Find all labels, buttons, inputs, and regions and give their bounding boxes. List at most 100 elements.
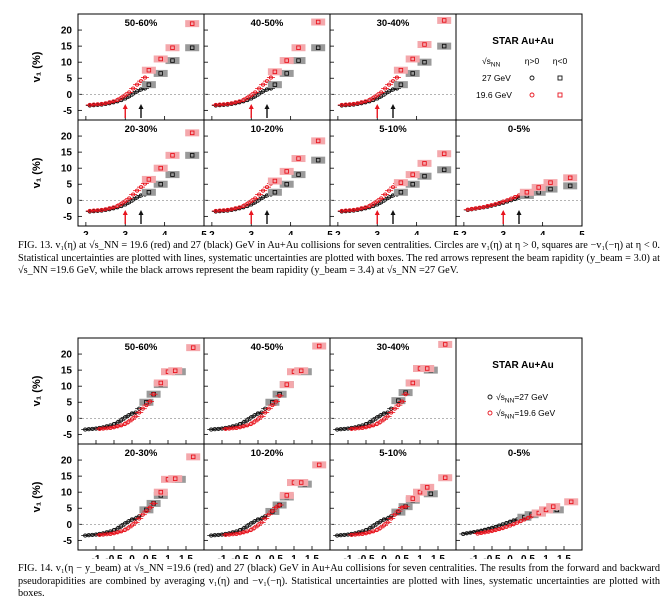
data-point-19gev: [375, 199, 380, 204]
data-point-19gev: [133, 520, 138, 525]
beam-rapidity-arrow-27gev-head: [390, 104, 396, 109]
data-point-19gev: [469, 206, 474, 212]
x-tick-label: 0: [381, 554, 387, 559]
x-tick-label: 2: [209, 230, 215, 235]
x-tick-label: 3: [374, 230, 380, 235]
data-point-19gev: [190, 345, 196, 350]
y-tick-label: -5: [63, 212, 72, 223]
data-point-19gev: [233, 206, 238, 211]
data-point-27gev-neg-sysbox: [405, 69, 420, 77]
data-point-19gev: [111, 425, 117, 430]
x-tick-label: -1: [92, 554, 101, 559]
data-point-19gev-neg: [296, 156, 301, 161]
data-point-27gev: [138, 87, 144, 92]
data-point-19gev: [140, 512, 145, 517]
data-point-19gev: [140, 406, 145, 411]
beam-rapidity-arrow-27gev-head: [390, 210, 396, 215]
x-tick-label: 0: [255, 554, 261, 559]
data-point-19gev: [385, 520, 390, 525]
beam-rapidity-arrow-27gev-head: [264, 104, 270, 109]
data-point-19gev: [172, 368, 178, 374]
data-point-19gev-neg: [284, 169, 289, 174]
data-point-19gev: [119, 95, 124, 100]
centrality-label: 30-40%: [377, 342, 410, 353]
data-point-27gev-neg: [189, 153, 195, 158]
x-tick-label: 1.5: [305, 554, 319, 559]
data-point-19gev-sysbox: [153, 488, 168, 496]
data-point-19gev: [229, 101, 234, 106]
data-point-27gev-neg-sysbox: [417, 58, 432, 66]
data-point-27gev-neg: [548, 186, 553, 192]
data-point-19gev: [126, 525, 131, 530]
x-tick-label: 1.5: [179, 554, 193, 559]
data-point-19gev: [123, 93, 128, 98]
x-tick-label: 5: [579, 230, 585, 235]
y-axis-title: v₁ (%): [31, 375, 43, 406]
y-tick-label: 5: [66, 398, 72, 409]
x-tick-label: 2: [461, 230, 467, 235]
data-point-27gev-neg: [158, 71, 163, 76]
x-tick-label: 0.5: [521, 554, 535, 559]
data-point-19gev: [367, 530, 372, 535]
x-tick-label: 3: [122, 230, 128, 235]
data-point-19gev: [266, 406, 271, 411]
data-point-19gev-sysbox: [279, 491, 294, 499]
data-point-19gev-neg-sysbox: [311, 137, 326, 145]
beam-rapidity-arrow-19gev-head: [248, 210, 254, 215]
data-point-19gev: [127, 90, 132, 95]
data-point-27gev: [119, 418, 124, 423]
data-point-19gev-sysbox: [420, 365, 435, 373]
data-point-27gev: [390, 87, 396, 92]
data-point-19gev: [122, 528, 127, 533]
data-point-19gev: [147, 505, 153, 510]
data-point-19gev: [298, 480, 304, 485]
data-point-19gev: [394, 75, 399, 80]
data-point-19gev-sysbox: [186, 453, 201, 461]
data-point-19gev: [363, 531, 369, 536]
data-point-19gev-neg: [441, 151, 447, 156]
data-point-19gev: [378, 525, 383, 530]
data-point-19gev: [158, 489, 164, 495]
data-point-19gev: [245, 95, 250, 100]
data-point-27gev: [255, 517, 261, 522]
data-point-27gev: [245, 524, 250, 529]
data-point-19gev: [403, 504, 408, 509]
data-point-27gev: [381, 517, 387, 522]
data-point-19gev-neg: [398, 67, 404, 73]
data-point-19gev: [252, 419, 257, 424]
data-point-19gev: [111, 531, 117, 536]
data-point-19gev-sysbox: [405, 379, 420, 387]
x-tick-label: -1: [344, 554, 353, 559]
data-point-27gev-neg-sysbox: [141, 81, 156, 89]
y-tick-label: 5: [66, 74, 72, 85]
data-point-19gev-neg: [422, 42, 427, 47]
data-point-19gev: [392, 512, 397, 517]
data-point-27gev: [264, 87, 270, 92]
x-tick-label: 2: [83, 230, 89, 235]
centrality-label: 40-50%: [251, 342, 284, 353]
data-point-19gev-sysbox: [546, 503, 561, 511]
data-point-27gev: [253, 94, 258, 99]
data-point-27gev-neg: [170, 172, 175, 177]
legend-row-19gev: √sNN=19.6 GeV: [496, 408, 556, 421]
data-point-19gev: [137, 410, 142, 415]
data-point-19gev: [255, 523, 261, 528]
data-point-19gev: [119, 201, 124, 206]
y-tick-label: -5: [63, 536, 72, 547]
data-point-27gev-neg-sysbox: [267, 188, 282, 196]
y-tick-label: 5: [66, 180, 72, 191]
data-point-19gev: [381, 523, 387, 528]
data-point-27gev-neg: [170, 58, 175, 63]
data-point-27gev-neg-sysbox: [291, 171, 306, 179]
legend-sqrt-label: √sNN: [482, 56, 501, 69]
data-point-27gev-neg: [272, 82, 278, 87]
data-point-19gev-neg-sysbox: [267, 68, 282, 76]
data-point-19gev: [399, 399, 405, 404]
data-point-19gev-neg: [158, 165, 163, 171]
data-point-19gev-neg: [272, 69, 278, 75]
data-point-19gev: [355, 101, 360, 106]
x-tick-label: 2: [335, 230, 341, 235]
centrality-label: 30-40%: [377, 18, 410, 29]
beam-rapidity-arrow-19gev-head: [248, 104, 254, 109]
x-tick-label: 3: [500, 230, 506, 235]
